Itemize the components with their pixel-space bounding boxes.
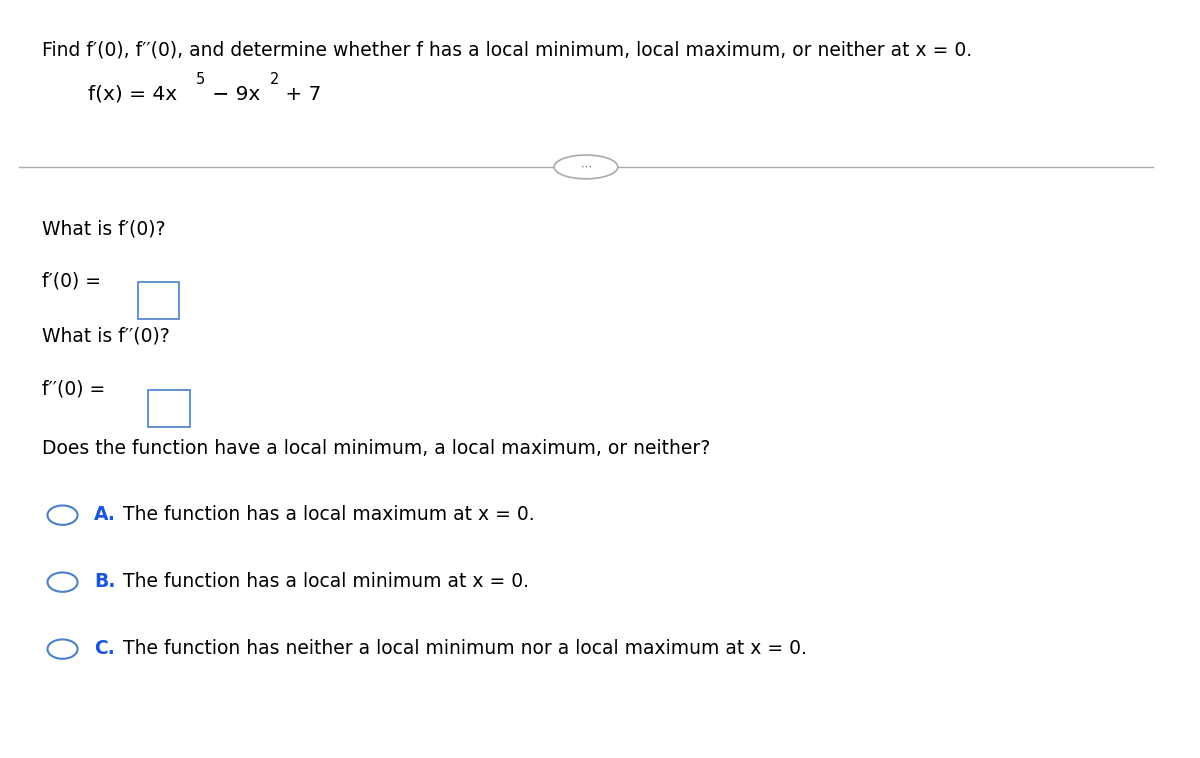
Text: The function has a local minimum at x = 0.: The function has a local minimum at x = …: [122, 572, 529, 591]
Text: f′′(0) =: f′′(0) =: [42, 379, 104, 398]
Text: f(x) = 4x: f(x) = 4x: [88, 85, 178, 104]
Text: ⋯: ⋯: [581, 162, 592, 172]
Text: f′(0) =: f′(0) =: [42, 271, 101, 290]
Text: What is f′(0)?: What is f′(0)?: [42, 219, 166, 238]
Text: Find f′(0), f′′(0), and determine whether f has a local minimum, local maximum, : Find f′(0), f′′(0), and determine whethe…: [42, 40, 972, 59]
Text: + 7: + 7: [280, 85, 322, 104]
Text: − 9x: − 9x: [206, 85, 260, 104]
Text: The function has a local maximum at x = 0.: The function has a local maximum at x = …: [122, 506, 534, 525]
Text: 2: 2: [270, 71, 280, 86]
FancyBboxPatch shape: [138, 282, 180, 318]
Text: C.: C.: [94, 640, 114, 659]
Text: The function has neither a local minimum nor a local maximum at x = 0.: The function has neither a local minimum…: [122, 640, 806, 659]
Text: What is f′′(0)?: What is f′′(0)?: [42, 327, 169, 346]
Ellipse shape: [554, 155, 618, 179]
Text: 5: 5: [196, 71, 205, 86]
Text: Does the function have a local minimum, a local maximum, or neither?: Does the function have a local minimum, …: [42, 439, 710, 458]
FancyBboxPatch shape: [149, 390, 190, 427]
Text: A.: A.: [94, 506, 115, 525]
Text: B.: B.: [94, 572, 115, 591]
